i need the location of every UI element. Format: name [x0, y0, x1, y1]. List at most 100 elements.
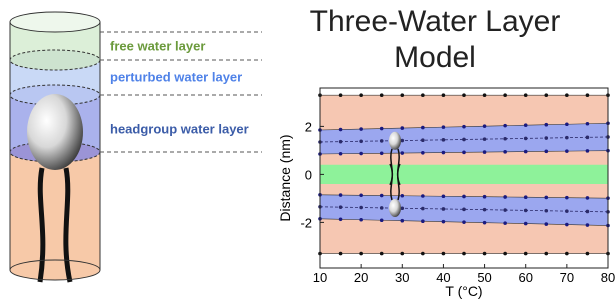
series-point [339, 205, 343, 209]
edge-point [421, 93, 425, 97]
x-tick-label: 80 [601, 270, 615, 285]
layer-label: perturbed water layer [110, 69, 242, 84]
series-point [503, 208, 507, 212]
series-point [565, 136, 569, 140]
edge-point [442, 93, 446, 97]
y-axis-label: Distance (nm) [277, 134, 293, 221]
edge-point [380, 93, 384, 97]
edge-point [400, 151, 404, 155]
series-point [380, 139, 384, 143]
edge-point [503, 252, 507, 256]
layer-label: free water layer [110, 38, 205, 53]
edge-point [565, 149, 569, 153]
edge-point [339, 193, 343, 197]
edge-point [462, 125, 466, 129]
edge-point [483, 124, 487, 128]
edge-point [380, 127, 384, 131]
lipid-head [389, 132, 401, 150]
edge-point [565, 252, 569, 256]
series-point [483, 137, 487, 141]
edge-point [400, 252, 404, 256]
edge-point [380, 218, 384, 222]
band-area [320, 165, 608, 184]
chart-title: Three-Water Layer Model [300, 4, 570, 76]
series-point [359, 139, 363, 143]
series-point [503, 137, 507, 141]
edge-point [400, 194, 404, 198]
series-point [586, 210, 590, 214]
edge-point [565, 196, 569, 200]
edge-point [339, 217, 343, 221]
edge-point [544, 150, 548, 154]
edge-point [359, 93, 363, 97]
edge-point [544, 93, 548, 97]
edge-point [400, 126, 404, 130]
lipid-head [389, 199, 401, 217]
series-point [400, 139, 404, 143]
edge-point [524, 222, 528, 226]
edge-point [421, 252, 425, 256]
edge-point [462, 151, 466, 155]
edge-point [544, 123, 548, 127]
y-tick-label: 0 [305, 167, 312, 182]
edge-point [359, 152, 363, 156]
edge-point [544, 252, 548, 256]
edge-point [524, 93, 528, 97]
x-tick-label: 70 [560, 270, 574, 285]
x-tick-label: 30 [395, 270, 409, 285]
edge-point [586, 122, 590, 126]
x-tick-label: 10 [313, 270, 327, 285]
edge-point [524, 195, 528, 199]
edge-point [442, 125, 446, 129]
edge-point [503, 150, 507, 154]
series-point [400, 206, 404, 210]
figure: free water layer perturbed water layer hea… [0, 0, 616, 302]
series-point [524, 137, 528, 141]
edge-point [462, 195, 466, 199]
edge-point [524, 252, 528, 256]
edge-point [421, 194, 425, 198]
edge-point [524, 150, 528, 154]
edge-point [380, 194, 384, 198]
edge-point [483, 93, 487, 97]
series-point [339, 140, 343, 144]
edge-point [359, 218, 363, 222]
edge-point [544, 196, 548, 200]
layer-label: headgroup water layer [110, 121, 249, 136]
edge-point [442, 252, 446, 256]
edge-point [586, 149, 590, 153]
x-tick-label: 20 [354, 270, 368, 285]
edge-point [380, 151, 384, 155]
edge-point [483, 221, 487, 225]
x-axis-label: T (°C) [445, 283, 482, 299]
edge-point [483, 150, 487, 154]
edge-point [586, 252, 590, 256]
series-point [421, 207, 425, 211]
series-point [483, 208, 487, 212]
edge-point [359, 193, 363, 197]
edge-point [586, 223, 590, 227]
edge-point [524, 123, 528, 127]
edge-point [565, 223, 569, 227]
series-point [442, 207, 446, 211]
edge-point [380, 252, 384, 256]
edge-point [421, 219, 425, 223]
series-point [586, 136, 590, 140]
edge-point [503, 195, 507, 199]
series-point [565, 209, 569, 213]
edge-point [339, 128, 343, 132]
edge-point [503, 221, 507, 225]
edge-point [462, 252, 466, 256]
y-tick-label: -2 [300, 215, 312, 230]
edge-point [565, 93, 569, 97]
edge-point [544, 222, 548, 226]
edge-point [483, 252, 487, 256]
edge-point [359, 252, 363, 256]
x-tick-label: 60 [518, 270, 532, 285]
edge-point [421, 151, 425, 155]
edge-point [503, 124, 507, 128]
edge-point [462, 220, 466, 224]
y-tick-label: 2 [305, 119, 312, 134]
series-point [359, 206, 363, 210]
series-point [421, 138, 425, 142]
